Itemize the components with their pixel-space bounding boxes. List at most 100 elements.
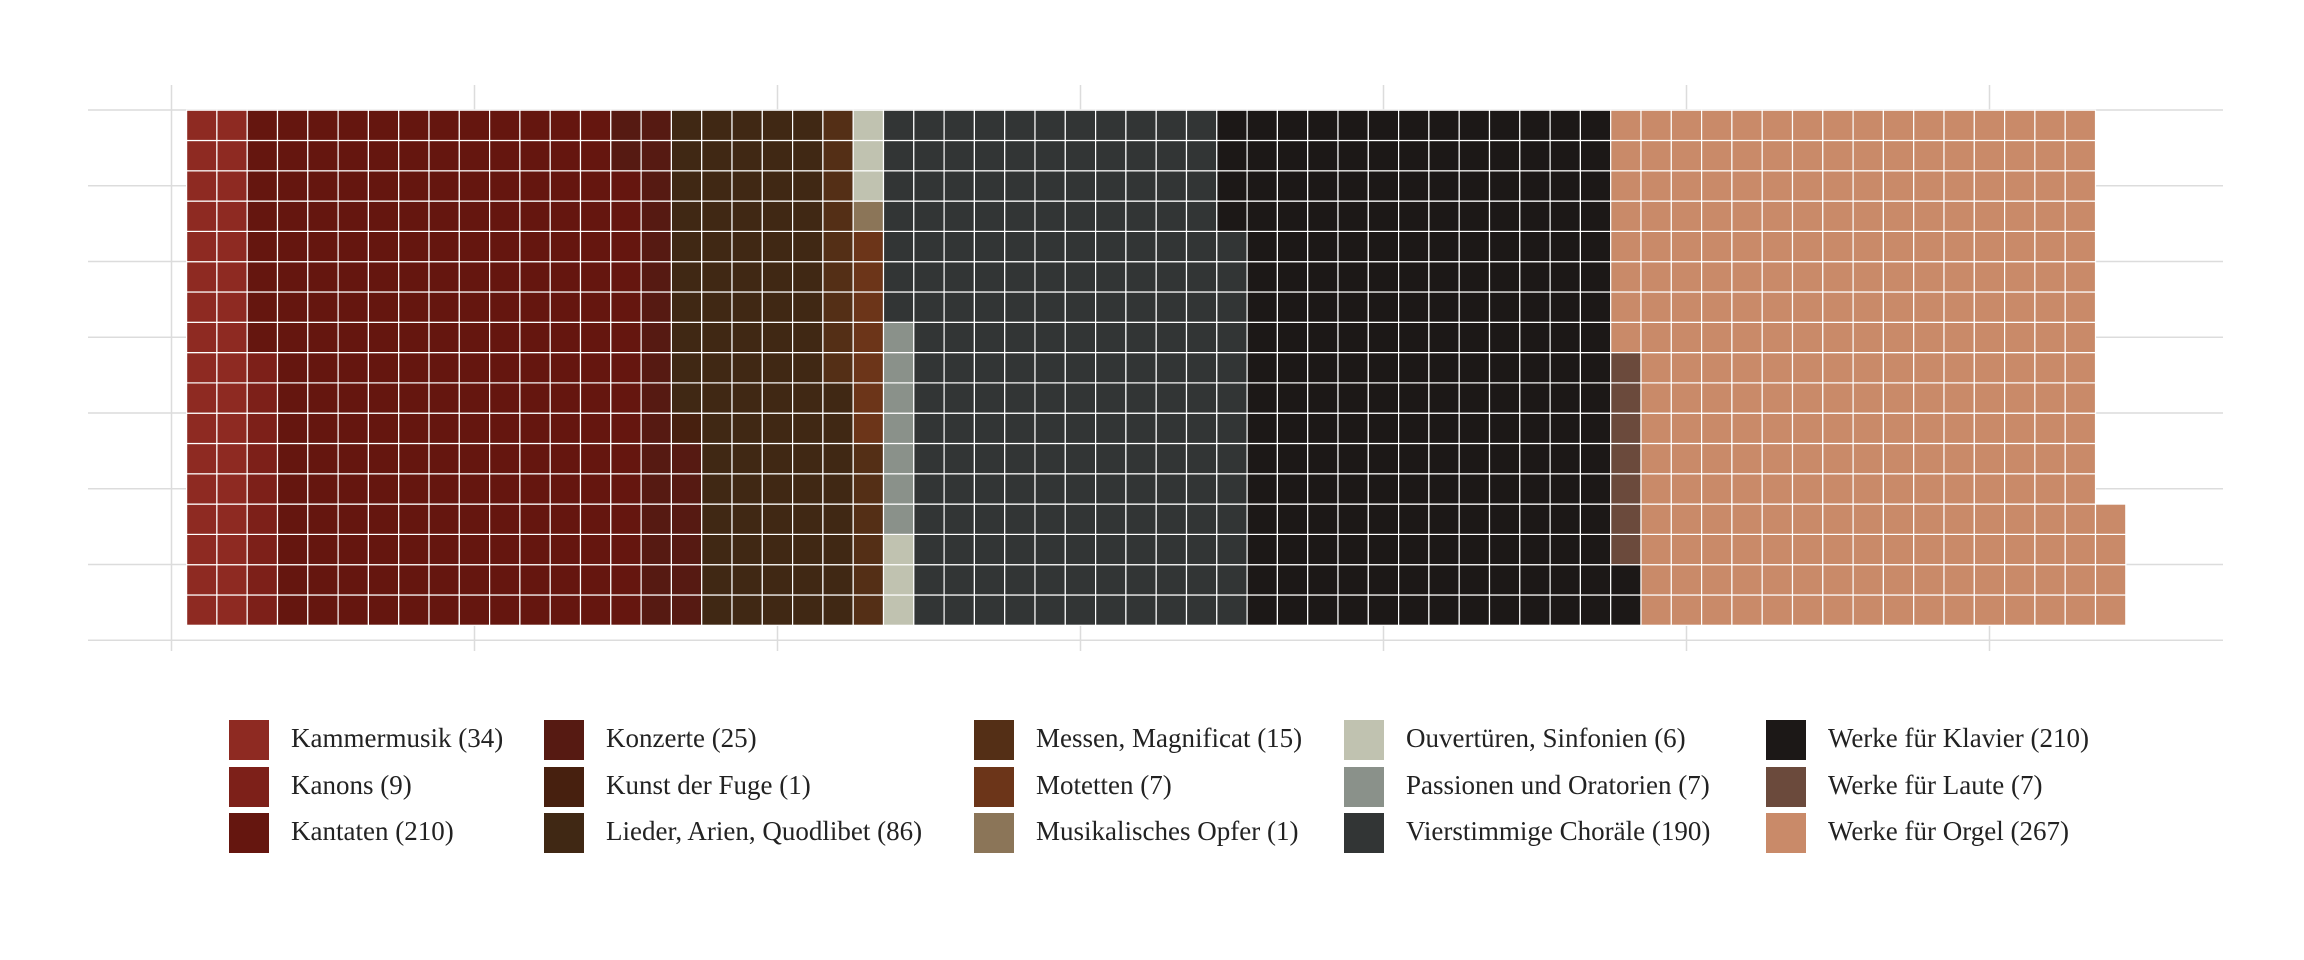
waffle-cell [1216, 594, 1248, 626]
waffle-cell [1549, 503, 1581, 536]
waffle-cell [1519, 291, 1551, 323]
waffle-cell [549, 139, 582, 172]
waffle-cell [276, 321, 309, 354]
waffle-cell [398, 503, 430, 536]
waffle-cell [973, 200, 1006, 233]
waffle-cell [1185, 412, 1218, 445]
waffle-cell [1670, 382, 1703, 414]
waffle-cell [458, 291, 491, 323]
waffle-cell [1882, 291, 1915, 323]
waffle-cell [1155, 352, 1188, 384]
waffle-cell [1185, 473, 1218, 505]
waffle-cell [1913, 109, 1945, 142]
waffle-cell [2034, 261, 2066, 293]
waffle-cell [731, 291, 763, 323]
waffle-cell [1973, 139, 2006, 172]
waffle-cell [882, 139, 915, 172]
waffle-cell [1004, 382, 1036, 414]
waffle-cell [2064, 109, 2097, 142]
waffle-cell [337, 442, 370, 475]
waffle-cell [216, 412, 248, 445]
waffle-cell [276, 473, 309, 505]
waffle-cell [1488, 200, 1521, 233]
waffle-cell [610, 139, 642, 172]
waffle-cell [1549, 442, 1581, 475]
waffle-cell [791, 230, 824, 263]
waffle-cell [1458, 503, 1491, 536]
waffle-cell [1367, 200, 1400, 233]
waffle-cell [1367, 382, 1400, 414]
waffle-cell [822, 594, 854, 626]
waffle-cell [2094, 533, 2127, 566]
waffle-cell [640, 442, 672, 475]
waffle-cell [186, 321, 218, 354]
waffle-cell [246, 382, 279, 414]
waffle-cell [1761, 442, 1794, 475]
waffle-cell [549, 533, 582, 566]
waffle-cell [246, 261, 279, 293]
waffle-cell [1004, 109, 1036, 142]
waffle-cell [791, 382, 824, 414]
waffle-cell [1125, 352, 1157, 384]
waffle-cell [1882, 473, 1915, 505]
waffle-cell [1125, 291, 1157, 323]
waffle-cell [913, 230, 945, 263]
waffle-cell [579, 200, 612, 233]
waffle-cell [2064, 473, 2097, 505]
waffle-cell [1488, 442, 1521, 475]
waffle-cell [1216, 291, 1248, 323]
waffle-cell [307, 533, 339, 566]
waffle-cell [640, 503, 672, 536]
waffle-cell [1610, 382, 1642, 414]
waffle-cell [701, 594, 733, 626]
waffle-cell [913, 139, 945, 172]
waffle-cell [1216, 139, 1248, 172]
waffle-cell [1458, 382, 1491, 414]
waffle-cell [216, 442, 248, 475]
waffle-cell [1397, 291, 1430, 323]
waffle-cell [1913, 200, 1945, 233]
waffle-cell [307, 291, 339, 323]
waffle-cell [307, 261, 339, 293]
waffle-cell [1640, 291, 1672, 323]
waffle-cell [1125, 594, 1157, 626]
waffle-cell [1913, 594, 1945, 626]
waffle-cell [1640, 352, 1672, 384]
waffle-cell [1064, 230, 1097, 263]
waffle-cell [549, 503, 582, 536]
waffle-cell [1458, 321, 1491, 354]
waffle-cell [1549, 533, 1581, 566]
waffle-cell [1913, 352, 1945, 384]
waffle-cell [186, 139, 218, 172]
waffle-cell [1428, 321, 1460, 354]
waffle-cell [913, 533, 945, 566]
waffle-cell [1943, 139, 1975, 172]
waffle-cell [1004, 412, 1036, 445]
waffle-cell [791, 594, 824, 626]
waffle-cell [640, 352, 672, 384]
waffle-cell [701, 442, 733, 475]
waffle-cell [1004, 594, 1036, 626]
waffle-cell [1761, 473, 1794, 505]
waffle-cell [1246, 291, 1278, 323]
waffle-cell [1882, 200, 1915, 233]
waffle-cell [1700, 230, 1733, 263]
waffle-cell [1367, 109, 1400, 142]
waffle-cell [1579, 321, 1612, 354]
waffle-cell [458, 261, 491, 293]
waffle-cell [1731, 291, 1763, 323]
waffle-cell [1458, 109, 1491, 142]
legend-label: Messen, Magnificat (15) [1036, 723, 1302, 753]
waffle-cell [1307, 291, 1339, 323]
waffle-cell [1791, 594, 1824, 626]
waffle-cell [549, 109, 582, 142]
waffle-cell [1913, 473, 1945, 505]
waffle-cell [670, 473, 703, 505]
waffle-cell [1246, 261, 1278, 293]
waffle-cell [1852, 352, 1884, 384]
waffle-cell [670, 442, 703, 475]
waffle-cell [367, 291, 400, 323]
waffle-cell [1004, 291, 1036, 323]
waffle-cell [367, 200, 400, 233]
waffle-cell [216, 352, 248, 384]
